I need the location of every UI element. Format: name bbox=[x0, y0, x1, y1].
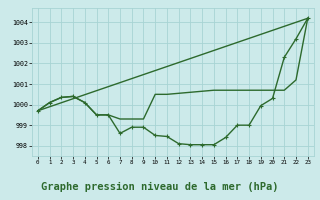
Text: Graphe pression niveau de la mer (hPa): Graphe pression niveau de la mer (hPa) bbox=[41, 182, 279, 192]
